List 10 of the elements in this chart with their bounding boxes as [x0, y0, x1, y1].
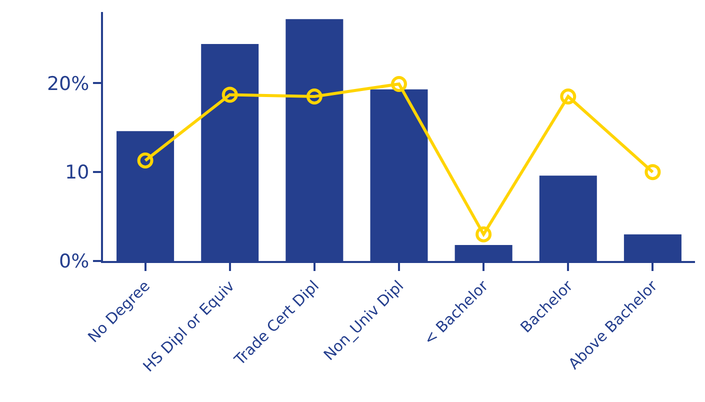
y-tick-label: 20% [46, 72, 90, 95]
point [391, 76, 407, 92]
point [476, 226, 492, 242]
point [222, 86, 238, 103]
y-tick-label: 10 [65, 162, 90, 184]
point [306, 88, 322, 104]
y-tick-label: 0% [59, 250, 90, 273]
point [137, 152, 154, 169]
point [560, 88, 576, 104]
point [644, 164, 661, 180]
